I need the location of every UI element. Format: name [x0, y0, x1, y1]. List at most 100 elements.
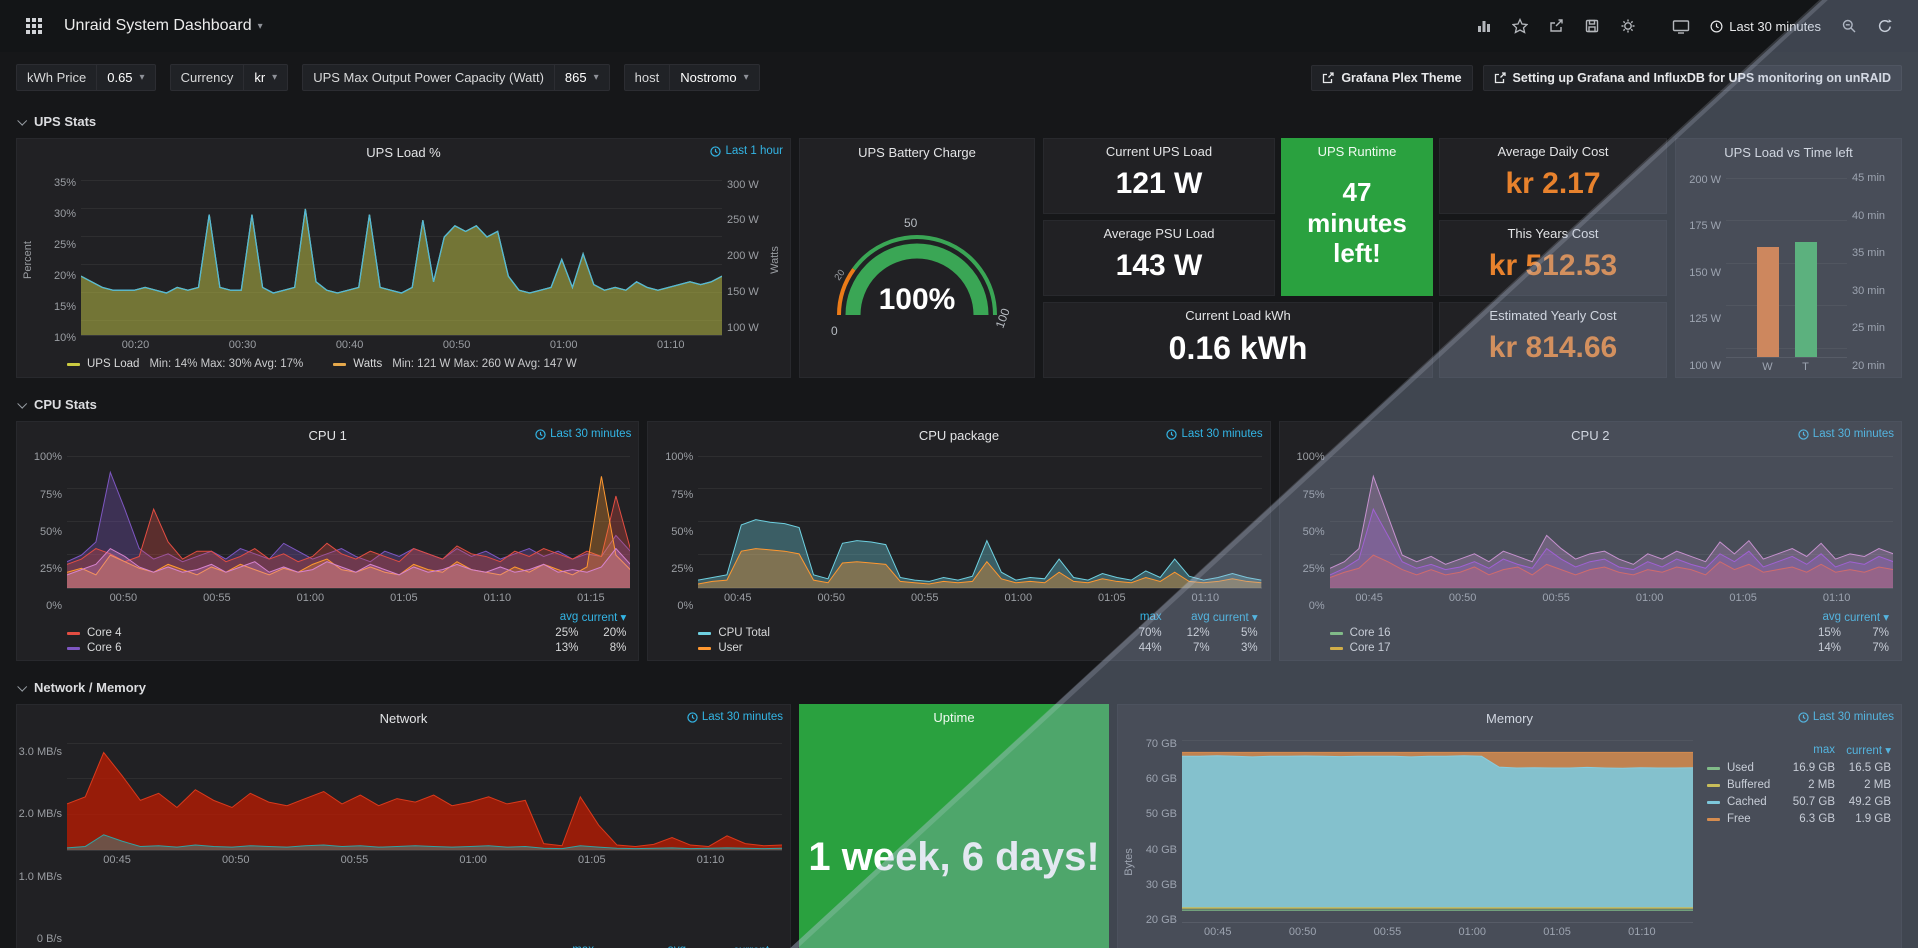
ups-load-chart[interactable]: Percent 10% 15% 20% 25% 30% 35% 00:20 00:30 00:40…: [17, 165, 790, 355]
section-ups-stats[interactable]: UPS Stats: [16, 101, 1902, 138]
panel-header[interactable]: UPS Battery Charge: [800, 139, 1034, 165]
panel-header[interactable]: CPU package Last 30 minutes: [648, 422, 1269, 448]
zoom-out-button[interactable]: [1832, 12, 1866, 40]
y-tick: 0%: [1308, 600, 1325, 612]
section-cpu-stats[interactable]: CPU Stats: [16, 384, 1902, 421]
legend-value: 1.9 GB: [1855, 813, 1891, 825]
filter-value-dropdown[interactable]: Nostromo ▾: [669, 65, 758, 90]
stat-title[interactable]: UPS Runtime: [1317, 144, 1397, 159]
bar-T[interactable]: [1794, 242, 1817, 357]
panel-timerange[interactable]: Last 30 minutes: [1798, 428, 1894, 440]
legend-series-Used[interactable]: Used: [1707, 762, 1779, 774]
plot-area[interactable]: [1182, 733, 1693, 923]
plot-area[interactable]: [67, 733, 782, 851]
gridline: [1329, 455, 1893, 457]
legend-col-current[interactable]: current ▾: [686, 943, 778, 948]
series-line-cpu-total: [698, 520, 1261, 582]
legend-item[interactable]: Watts Min: 121 W Max: 260 W Avg: 147 W: [333, 358, 577, 370]
panel-timerange[interactable]: Last 30 minutes: [687, 711, 783, 723]
legend-value: 5%: [1241, 627, 1258, 639]
stat-title[interactable]: This Years Cost: [1507, 226, 1599, 241]
network-chart[interactable]: 0 B/s 1.0 MB/s 2.0 MB/s 3.0 MB/s 00:45 00:50 0…: [17, 731, 790, 945]
dashboard-title[interactable]: Unraid System Dashboard ▾: [64, 17, 263, 35]
section-network-memory[interactable]: Network / Memory: [16, 667, 1902, 704]
filter-value-dropdown[interactable]: 0.65 ▾: [96, 65, 154, 90]
add-panel-button[interactable]: [1467, 12, 1501, 40]
legend-col-current[interactable]: current ▾: [1212, 612, 1258, 624]
filter-kwh-price[interactable]: kWh Price 0.65 ▾: [16, 64, 156, 91]
ups-bars-chart[interactable]: 100 W 125 W 150 W 175 W 200 W W T 20 min 25 min 3…: [1676, 165, 1901, 377]
stat-title[interactable]: Estimated Yearly Cost: [1489, 308, 1617, 323]
plot-area[interactable]: [81, 167, 722, 336]
plot-area[interactable]: [1726, 167, 1847, 358]
filter-value-dropdown[interactable]: kr ▾: [243, 65, 287, 90]
plot-area[interactable]: [698, 450, 1262, 589]
legend-series-User[interactable]: User: [698, 642, 1113, 654]
stat-title[interactable]: Uptime: [933, 710, 975, 725]
filter-ups-max-output[interactable]: UPS Max Output Power Capacity (Watt) 865…: [302, 64, 610, 91]
legend-col-current[interactable]: current ▾: [581, 612, 627, 624]
panel-header[interactable]: CPU 1 Last 30 minutes: [17, 422, 638, 448]
gridline: [67, 455, 631, 457]
panel-timerange[interactable]: Last 30 minutes: [1166, 428, 1263, 440]
y-tick: 70 GB: [1145, 737, 1177, 750]
ups-stat-cluster: Current UPS Load 121 W UPS Runtime 47 mi…: [1043, 138, 1667, 378]
filter-value-dropdown[interactable]: 865 ▾: [553, 65, 609, 90]
stat-title[interactable]: Average PSU Load: [1103, 226, 1215, 241]
legend-value: 8%: [609, 642, 627, 654]
legend-series-Core 16[interactable]: Core 16: [1329, 627, 1793, 639]
legend-series-Core 6[interactable]: Core 6: [67, 642, 530, 654]
legend-item[interactable]: UPS Load Min: 14% Max: 30% Avg: 17%: [67, 358, 303, 370]
plot-area[interactable]: [67, 450, 631, 589]
stat-title[interactable]: Current UPS Load: [1105, 144, 1213, 159]
legend-series-Core 4[interactable]: Core 4: [67, 627, 530, 639]
legend-col-max[interactable]: max: [502, 944, 594, 948]
y-tick: 20%: [53, 269, 76, 282]
panel-header[interactable]: Memory Last 30 minutes: [1118, 705, 1901, 731]
bar-W[interactable]: [1756, 246, 1779, 357]
stat-title[interactable]: Average Daily Cost: [1497, 144, 1609, 159]
legend-col-current[interactable]: current ▾: [1846, 745, 1891, 757]
cpu-package-chart[interactable]: 0% 25% 50% 75% 100% 00:45 00:50 00:55 01:00 01:05…: [648, 448, 1269, 612]
panel-timerange[interactable]: Last 30 minutes: [535, 428, 631, 440]
share-button[interactable]: [1539, 12, 1573, 40]
stat-title[interactable]: Current Load kWh: [1185, 308, 1291, 323]
refresh-button[interactable]: [1868, 12, 1902, 40]
legend-series-Buffered[interactable]: Buffered: [1707, 779, 1779, 791]
legend-col-current[interactable]: current ▾: [1844, 612, 1889, 624]
legend-series-Core 17[interactable]: Core 17: [1329, 642, 1793, 654]
cpu2-chart[interactable]: 0% 25% 50% 75% 100% 00:45 00:50 00:55 01:00 01:05…: [1280, 448, 1901, 612]
panel-timerange[interactable]: Last 1 hour: [710, 145, 783, 157]
panel-timerange[interactable]: Last 30 minutes: [1798, 711, 1894, 723]
cpu1-chart[interactable]: 0% 25% 50% 75% 100% 00:50 00:55 01:00 01:05 01:10…: [17, 448, 638, 612]
filter-currency[interactable]: Currency kr ▾: [169, 64, 289, 91]
star-button[interactable]: [1503, 12, 1537, 40]
plot-area[interactable]: [1329, 450, 1893, 589]
panel-header[interactable]: UPS Load vs Time left: [1676, 139, 1901, 165]
legend-series-CPU Total[interactable]: CPU Total: [698, 627, 1113, 639]
x-tick: 01:00: [1635, 592, 1664, 604]
save-button[interactable]: [1575, 12, 1609, 40]
panel-header[interactable]: Network Last 30 minutes: [17, 705, 790, 731]
panel-header[interactable]: CPU 2 Last 30 minutes: [1280, 422, 1901, 448]
legend-col-max[interactable]: max: [1813, 744, 1835, 756]
legend-series-Free[interactable]: Free: [1707, 813, 1779, 825]
dashboards-grid-icon[interactable]: [16, 11, 52, 41]
legend-col-avg[interactable]: avg: [1191, 611, 1210, 623]
x-tick: 01:05: [1543, 926, 1571, 938]
time-range-picker[interactable]: Last 30 minutes: [1701, 13, 1830, 40]
filter-host[interactable]: host Nostromo ▾: [623, 64, 760, 91]
y-tick: 25%: [1302, 562, 1325, 575]
legend-col-avg[interactable]: avg: [559, 611, 579, 623]
tv-mode-button[interactable]: [1663, 12, 1699, 40]
legend-col-avg[interactable]: avg: [594, 944, 686, 948]
legend-col-max[interactable]: max: [1139, 611, 1162, 623]
link-grafana-plex-theme[interactable]: Grafana Plex Theme: [1311, 64, 1473, 91]
panel-header[interactable]: UPS Load % Last 1 hour: [17, 139, 790, 165]
legend-series-Cached[interactable]: Cached: [1707, 796, 1779, 808]
legend-col-avg[interactable]: avg: [1822, 611, 1841, 623]
link-setup-guide[interactable]: Setting up Grafana and InfluxDB for UPS …: [1482, 64, 1902, 91]
settings-button[interactable]: [1611, 12, 1645, 40]
